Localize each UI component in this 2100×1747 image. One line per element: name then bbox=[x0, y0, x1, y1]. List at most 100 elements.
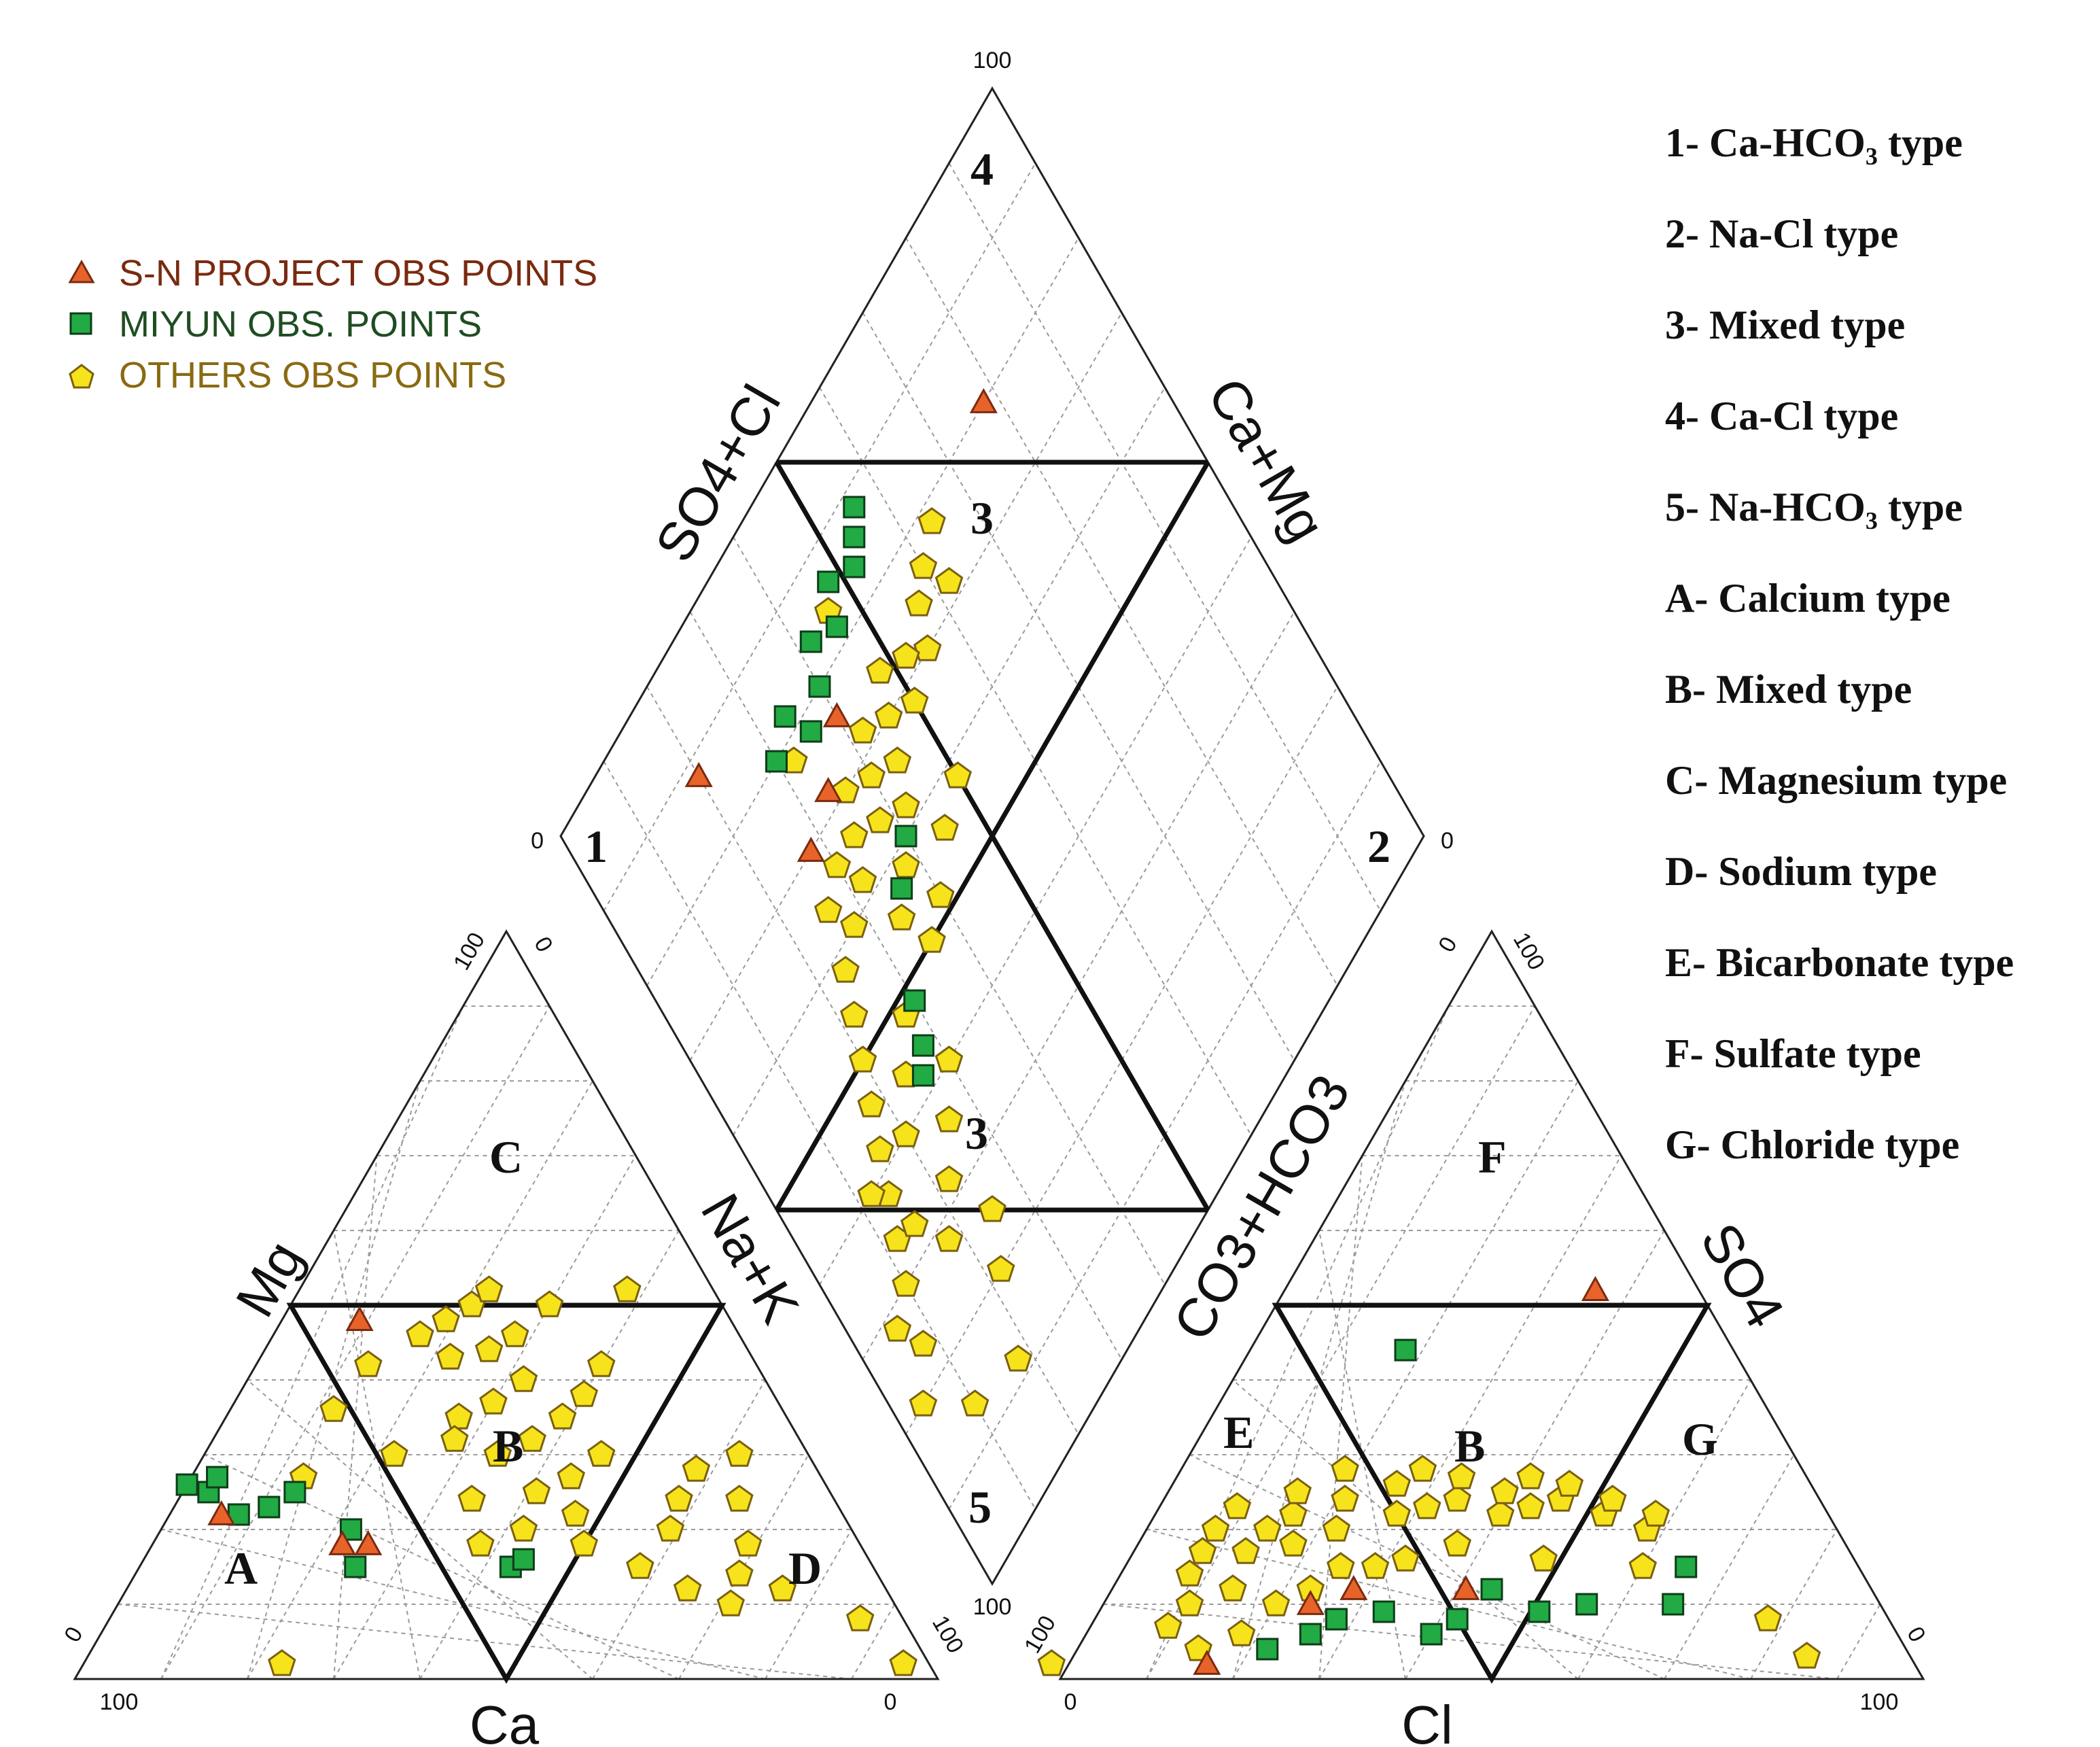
anion-point-miyun bbox=[1662, 1593, 1685, 1616]
diamond-point-others bbox=[934, 1105, 964, 1132]
cation-point-others bbox=[474, 1335, 504, 1362]
zone-label-3-bottom: 3 bbox=[965, 1107, 988, 1159]
anion-point-others bbox=[1326, 1552, 1355, 1579]
cation-point-others bbox=[319, 1395, 348, 1422]
diamond-point-others bbox=[831, 956, 860, 983]
anion-left-100-tick: 100 bbox=[1019, 1611, 1061, 1657]
zone-label-A: A bbox=[224, 1542, 258, 1594]
water-type-key: 1- Ca-HCO₃ type 2- Na-Cl type 3- Mixed t… bbox=[1665, 120, 2014, 1167]
cation-point-miyun bbox=[175, 1473, 198, 1496]
anion-point-sn_project bbox=[1581, 1275, 1609, 1301]
diamond-grid-line bbox=[948, 162, 1382, 912]
diamond-point-others bbox=[909, 1389, 938, 1417]
cation-point-others bbox=[500, 1320, 529, 1347]
diamond-grid-line bbox=[905, 237, 1338, 986]
diamond-grid-line bbox=[689, 611, 1123, 1360]
cation-point-others bbox=[889, 1649, 917, 1676]
diamond-grid-line bbox=[646, 686, 1079, 1435]
cation-point-others bbox=[716, 1589, 745, 1616]
diamond-point-others bbox=[857, 1090, 886, 1118]
cation-apex-100-tick: 100 bbox=[449, 928, 490, 974]
cation-point-miyun bbox=[283, 1481, 307, 1504]
cation-point-others bbox=[665, 1485, 693, 1512]
anion-point-others bbox=[1490, 1477, 1519, 1504]
cation-triangle-grid-line bbox=[333, 1155, 637, 1680]
anion-point-sn_project bbox=[1340, 1574, 1368, 1600]
anion-point-others bbox=[1261, 1589, 1291, 1616]
diamond-point-others bbox=[934, 1225, 964, 1252]
anion-point-miyun bbox=[1325, 1608, 1348, 1631]
cation-point-others bbox=[587, 1350, 616, 1377]
cation-point-others bbox=[673, 1574, 702, 1602]
diamond-point-others bbox=[822, 851, 852, 878]
key-item-4: 4- Ca-Cl type bbox=[1665, 394, 1898, 438]
cation-left-zero-tick: 0 bbox=[59, 1623, 88, 1646]
key-item-E: E- Bicarbonate type bbox=[1665, 940, 2014, 985]
cation-point-sn_project bbox=[328, 1529, 357, 1555]
cation-point-sn_project bbox=[207, 1500, 236, 1525]
diamond-point-others bbox=[813, 896, 843, 923]
cation-point-others bbox=[436, 1343, 465, 1370]
diamond-point-sn_project bbox=[684, 761, 713, 787]
diamond-point-miyun bbox=[843, 496, 866, 519]
diamond-point-miyun bbox=[799, 720, 822, 743]
cation-point-others bbox=[682, 1455, 711, 1482]
anion-point-sn_project bbox=[1296, 1589, 1325, 1615]
diamond-point-others bbox=[892, 1270, 920, 1297]
cation-point-others bbox=[725, 1559, 754, 1587]
cation-point-others bbox=[380, 1440, 408, 1467]
diamond-point-others bbox=[930, 814, 959, 841]
anion-point-others bbox=[1201, 1515, 1230, 1542]
cation-point-others bbox=[587, 1440, 616, 1467]
cation-point-others bbox=[268, 1649, 296, 1676]
anion-apex-zero-tick: 0 bbox=[1433, 933, 1462, 956]
anion-point-others bbox=[1447, 1462, 1476, 1489]
anion-point-others bbox=[1443, 1485, 1471, 1512]
anion-point-others bbox=[1153, 1612, 1183, 1639]
anion-point-others bbox=[1516, 1492, 1545, 1519]
diamond-grid-line bbox=[603, 162, 1036, 912]
diamond-point-others bbox=[905, 589, 933, 617]
cation-point-others bbox=[725, 1440, 754, 1467]
diamond-point-others bbox=[934, 1165, 964, 1192]
cation-point-others bbox=[733, 1529, 763, 1557]
diamond-left-tick: 0 bbox=[531, 828, 544, 854]
anion-point-others bbox=[1412, 1492, 1441, 1519]
key-item-C: C- Magnesium type bbox=[1665, 758, 2007, 803]
anion-point-others bbox=[1598, 1485, 1627, 1512]
anion-triangle-grid-line bbox=[1664, 1454, 1795, 1680]
cation-point-miyun bbox=[512, 1548, 535, 1571]
zone-label-1: 1 bbox=[584, 820, 608, 872]
key-item-1: 1- Ca-HCO₃ type bbox=[1665, 120, 1963, 165]
anion-point-others bbox=[1037, 1649, 1066, 1676]
legend-label-others: OTHERS OBS POINTS bbox=[119, 355, 506, 396]
cation-triangle-grid-line bbox=[160, 1005, 550, 1680]
diamond-point-others bbox=[986, 1255, 1015, 1282]
key-item-A: A- Calcium type bbox=[1665, 576, 1950, 621]
key-item-G: G- Chloride type bbox=[1665, 1122, 1959, 1167]
diamond-point-others bbox=[883, 746, 912, 774]
cation-apex-zero-tick: 0 bbox=[529, 933, 557, 956]
anion-point-others bbox=[1408, 1455, 1437, 1482]
diamond-point-miyun bbox=[894, 825, 917, 848]
anion-point-others bbox=[1555, 1470, 1584, 1497]
anion-point-others bbox=[1223, 1492, 1252, 1519]
anion-point-others bbox=[1227, 1619, 1256, 1646]
diamond-point-others bbox=[874, 702, 903, 729]
anion-point-miyun bbox=[1528, 1600, 1551, 1623]
diamond-point-others bbox=[831, 776, 860, 803]
cation-point-others bbox=[570, 1380, 599, 1407]
diamond-point-others bbox=[926, 881, 955, 908]
anion-point-miyun bbox=[1394, 1338, 1417, 1362]
cation-triangle-grid-line bbox=[851, 1604, 896, 1680]
diamond-point-others bbox=[909, 552, 938, 579]
key-item-5: 5- Na-HCO₃ type bbox=[1665, 485, 1963, 530]
diamond-point-others bbox=[917, 926, 946, 953]
anion-point-others bbox=[1529, 1544, 1558, 1572]
diamond-frame bbox=[559, 86, 1425, 1587]
cation-point-others bbox=[509, 1365, 538, 1392]
cation-point-others bbox=[768, 1574, 797, 1602]
anion-point-miyun bbox=[1675, 1555, 1698, 1578]
cation-point-miyun bbox=[339, 1518, 362, 1541]
